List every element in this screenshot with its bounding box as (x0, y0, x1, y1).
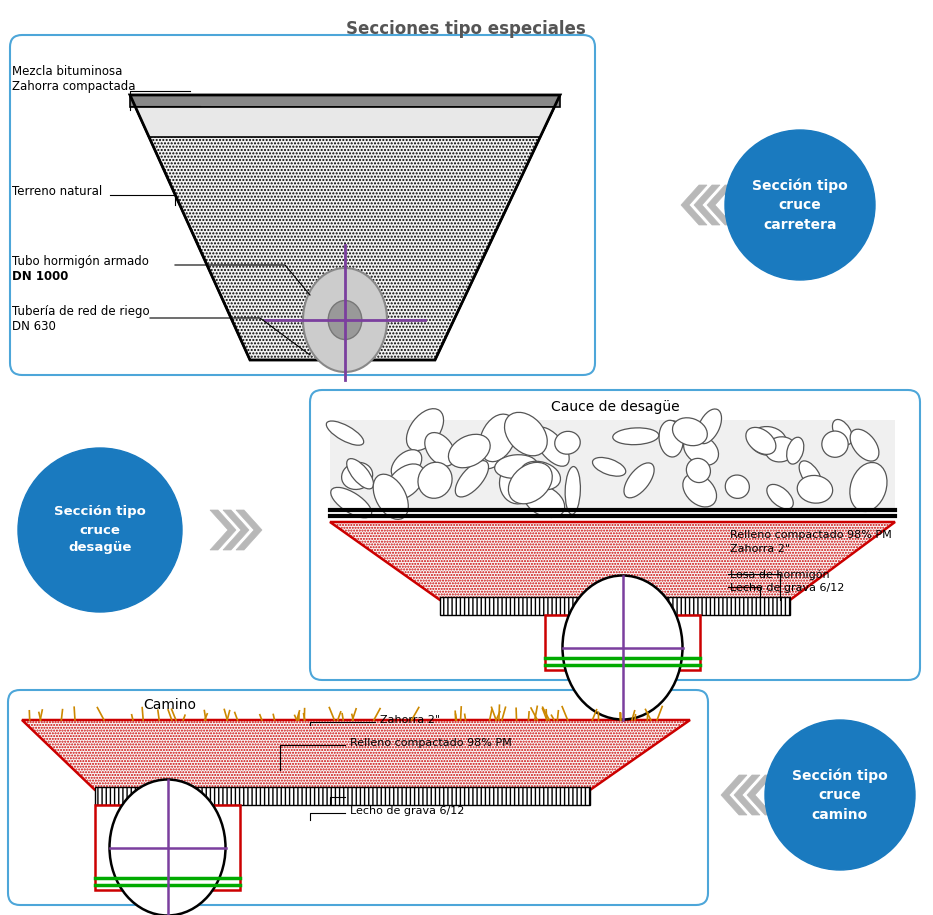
Ellipse shape (418, 462, 453, 499)
FancyBboxPatch shape (10, 35, 595, 375)
Text: Losa de hormigón: Losa de hormigón (350, 790, 450, 801)
Ellipse shape (523, 485, 564, 517)
Ellipse shape (386, 464, 425, 501)
Ellipse shape (303, 268, 387, 372)
Text: Lecho de grava 6/12: Lecho de grava 6/12 (350, 806, 465, 816)
Ellipse shape (347, 458, 373, 489)
Ellipse shape (373, 474, 409, 520)
Text: Tubo hormigón armado: Tubo hormigón armado (12, 255, 149, 268)
Text: Zahorra compactada: Zahorra compactada (12, 80, 135, 93)
Text: Sección tipo
cruce
carretera: Sección tipo cruce carretera (752, 178, 848, 231)
Ellipse shape (480, 414, 516, 462)
Ellipse shape (565, 467, 580, 514)
Ellipse shape (521, 461, 561, 490)
Ellipse shape (850, 462, 887, 511)
Ellipse shape (555, 431, 580, 454)
Ellipse shape (673, 418, 707, 446)
Ellipse shape (697, 409, 721, 444)
Ellipse shape (455, 460, 489, 497)
Text: Zahorra 2": Zahorra 2" (380, 715, 440, 725)
Text: Cauce de desagüe: Cauce de desagüe (550, 400, 679, 414)
Ellipse shape (613, 428, 659, 445)
Ellipse shape (684, 435, 718, 466)
Ellipse shape (327, 421, 364, 446)
Ellipse shape (725, 475, 749, 499)
Text: DN 630: DN 630 (12, 320, 56, 333)
Polygon shape (210, 510, 236, 550)
Polygon shape (223, 510, 249, 550)
Ellipse shape (454, 447, 497, 469)
Text: DN 1000: DN 1000 (12, 270, 68, 283)
Polygon shape (747, 775, 773, 815)
Circle shape (18, 448, 182, 612)
Polygon shape (681, 185, 707, 225)
Ellipse shape (765, 436, 796, 462)
Polygon shape (95, 805, 240, 890)
Polygon shape (330, 522, 895, 600)
Ellipse shape (109, 780, 226, 915)
Ellipse shape (407, 409, 443, 450)
Ellipse shape (749, 426, 787, 456)
Ellipse shape (494, 455, 537, 479)
Ellipse shape (341, 462, 372, 490)
Polygon shape (721, 775, 747, 815)
Ellipse shape (659, 420, 683, 457)
Polygon shape (130, 95, 560, 107)
FancyBboxPatch shape (8, 690, 708, 905)
Circle shape (725, 130, 875, 280)
FancyBboxPatch shape (310, 390, 920, 680)
Polygon shape (236, 510, 262, 550)
Text: Losa de hormigón: Losa de hormigón (730, 570, 829, 580)
Text: Relleno compactado 98% PM: Relleno compactado 98% PM (350, 738, 511, 748)
Ellipse shape (745, 427, 776, 455)
Ellipse shape (850, 429, 879, 461)
Ellipse shape (508, 462, 552, 504)
Ellipse shape (425, 433, 455, 466)
Ellipse shape (661, 421, 685, 451)
Ellipse shape (800, 461, 822, 489)
Ellipse shape (499, 463, 535, 504)
Polygon shape (734, 775, 760, 815)
Ellipse shape (563, 576, 683, 719)
Circle shape (765, 720, 915, 870)
Polygon shape (694, 185, 720, 225)
Text: Zahorra 2": Zahorra 2" (730, 544, 790, 554)
Text: Tubería de red de riego: Tubería de red de riego (12, 305, 149, 318)
Ellipse shape (687, 458, 710, 482)
Text: Mezcla bituminosa: Mezcla bituminosa (12, 65, 122, 78)
Polygon shape (330, 420, 895, 510)
Ellipse shape (767, 484, 793, 509)
Text: Camino: Camino (144, 698, 197, 712)
Ellipse shape (535, 427, 569, 467)
Text: Secciones tipo especiales: Secciones tipo especiales (346, 20, 586, 38)
Ellipse shape (822, 431, 848, 458)
Text: Terreno natural: Terreno natural (12, 185, 103, 198)
Ellipse shape (832, 419, 853, 445)
Ellipse shape (592, 458, 626, 476)
Polygon shape (22, 720, 690, 790)
Polygon shape (707, 185, 733, 225)
Ellipse shape (787, 437, 804, 464)
Ellipse shape (328, 300, 362, 339)
Polygon shape (135, 107, 554, 137)
Text: Sección tipo
cruce
desagüe: Sección tipo cruce desagüe (54, 505, 146, 554)
Ellipse shape (505, 413, 548, 456)
Ellipse shape (683, 474, 717, 507)
Text: Sección tipo
cruce
camino: Sección tipo cruce camino (792, 769, 888, 822)
Text: Relleno compactado 98% PM: Relleno compactado 98% PM (730, 530, 892, 540)
Ellipse shape (330, 488, 371, 518)
Ellipse shape (391, 449, 422, 479)
Polygon shape (95, 787, 590, 805)
Ellipse shape (449, 435, 490, 468)
Ellipse shape (797, 476, 832, 503)
Polygon shape (130, 95, 560, 360)
Text: Lecho de grava 6/12: Lecho de grava 6/12 (730, 583, 844, 593)
Polygon shape (440, 597, 790, 615)
Ellipse shape (624, 463, 654, 498)
Polygon shape (545, 615, 700, 670)
